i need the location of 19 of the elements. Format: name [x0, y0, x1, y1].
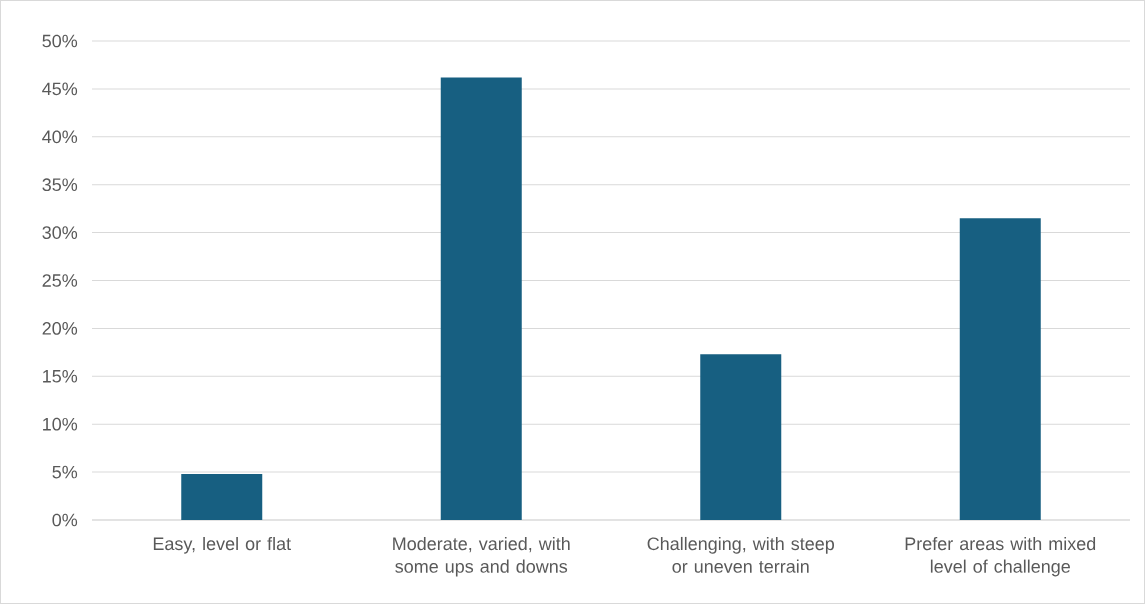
y-tick-label: 35%: [42, 178, 78, 192]
y-tick-label: 25%: [42, 274, 78, 287]
y-tick-label: 40%: [42, 130, 78, 144]
y-tick-label: 5%: [52, 465, 78, 479]
y-tick-label: 15%: [43, 369, 78, 383]
bar: [440, 77, 522, 520]
y-tick-label: 20%: [42, 322, 78, 335]
x-tick-label: Prefer areas with mixed level of challenge: [905, 536, 1096, 577]
bar: [181, 474, 263, 520]
bar: [700, 354, 782, 520]
y-tick-label: 30%: [42, 226, 78, 239]
bar: [959, 218, 1041, 520]
x-tick-label: Moderate, varied, with some ups and downs: [393, 536, 570, 577]
y-tick-label: 45%: [42, 82, 78, 96]
x-tick-label: Challenging, with steep or uneven terrain: [647, 536, 835, 573]
y-tick-label: 0%: [52, 513, 78, 527]
y-tick-label: 10%: [43, 417, 78, 431]
y-tick-label: 50%: [42, 34, 78, 48]
x-tick-label: Easy, level or flat: [153, 536, 291, 554]
